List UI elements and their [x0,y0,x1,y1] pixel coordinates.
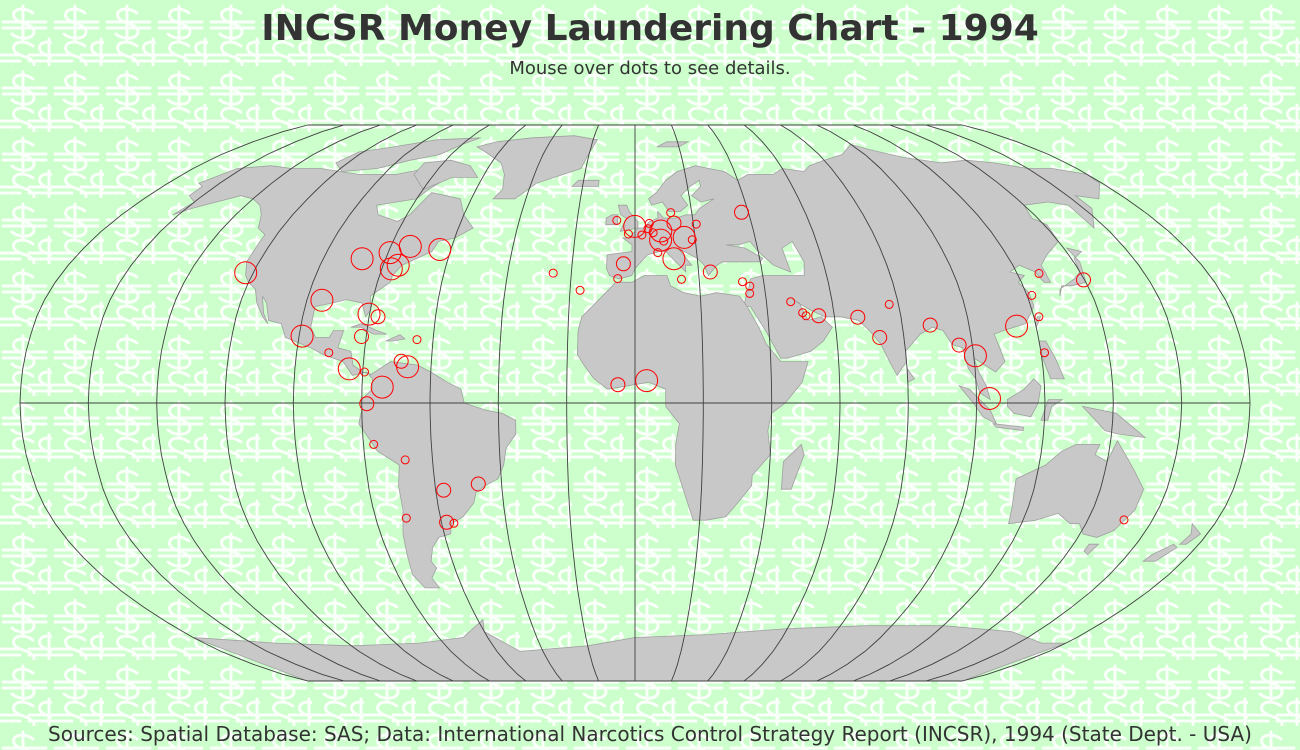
laundering-marker[interactable] [615,256,631,272]
laundering-marker[interactable] [360,367,369,377]
laundering-marker[interactable] [922,317,938,333]
laundering-marker[interactable] [872,330,888,345]
laundering-marker[interactable] [1034,268,1044,278]
laundering-marker[interactable] [738,277,747,287]
landmass-new-zealand-south [1141,543,1178,562]
laundering-marker[interactable] [850,309,866,325]
laundering-marker[interactable] [359,396,375,412]
laundering-marker[interactable] [1034,312,1044,322]
laundering-marker[interactable] [691,219,701,229]
page-title: INCSR Money Laundering Chart - 1994 [261,8,1039,49]
landmass-japan [1059,247,1087,297]
laundering-marker[interactable] [324,348,334,358]
laundering-marker[interactable] [436,482,452,498]
landmass-north-america [172,162,474,376]
laundering-marker[interactable] [745,281,755,291]
laundering-marker[interactable] [1005,314,1029,338]
laundering-marker[interactable] [310,288,334,312]
laundering-marker[interactable] [687,235,697,245]
laundering-marker[interactable] [648,228,658,238]
laundering-marker[interactable] [1040,348,1049,358]
laundering-marker[interactable] [337,357,361,381]
laundering-marker[interactable] [963,344,987,368]
landmass-australia [1008,440,1145,538]
laundering-marker[interactable] [428,238,452,261]
laundering-marker[interactable] [801,311,811,321]
laundering-marker[interactable] [401,513,411,523]
laundering-marker[interactable] [623,214,647,238]
landmass-tasmania [1083,543,1100,556]
laundering-marker[interactable] [398,234,422,258]
laundering-marker[interactable] [811,308,827,324]
laundering-marker[interactable] [798,308,808,318]
landmass-baffin [413,159,479,191]
laundering-marker[interactable] [470,476,486,492]
laundering-marker[interactable] [290,324,314,348]
laundering-marker[interactable] [613,274,623,284]
landmass-java [991,423,1024,432]
landmass-iceland [571,179,600,187]
marker-layer [234,204,1129,530]
laundering-marker[interactable] [637,230,647,240]
laundering-marker[interactable] [357,302,381,326]
page-subtitle: Mouse over dots to see details. [509,58,791,79]
laundering-marker[interactable] [635,369,659,393]
landmass-madagascar [780,443,805,490]
laundering-marker[interactable] [951,337,967,353]
laundering-marker[interactable] [649,228,673,252]
laundering-marker[interactable] [350,247,374,271]
landmass-hispaniola [385,334,406,342]
laundering-marker[interactable] [439,514,455,530]
laundering-marker[interactable] [666,215,682,231]
laundering-marker[interactable] [1027,290,1037,300]
laundering-marker[interactable] [702,264,718,280]
landmass-new-guinea [1081,405,1147,439]
laundering-marker[interactable] [449,518,459,528]
laundering-marker[interactable] [662,247,686,271]
landmass-scandinavia-islands [656,141,690,148]
laundering-marker[interactable] [354,329,369,344]
landmass-arctic-islands [335,137,481,172]
laundering-marker[interactable] [575,285,585,295]
landmass-cuba [350,323,387,335]
laundering-marker[interactable] [393,353,409,369]
landmass-sri-lanka [906,367,915,383]
laundering-marker[interactable] [745,288,755,298]
laundering-marker[interactable] [400,455,410,465]
graticule [19,124,1251,682]
landmass-south-america [358,361,517,589]
laundering-marker[interactable] [623,229,633,239]
laundering-marker[interactable] [370,309,386,325]
laundering-marker[interactable] [548,268,558,278]
source-note: Sources: Spatial Database: SAS; Data: In… [48,722,1252,746]
laundering-marker[interactable] [612,215,622,225]
laundering-marker[interactable] [610,377,626,393]
laundering-marker[interactable] [379,257,403,281]
landmass-borneo [1006,378,1042,418]
laundering-marker[interactable] [396,355,420,379]
laundering-marker[interactable] [734,204,749,220]
laundering-marker[interactable] [649,219,673,243]
laundering-marker[interactable] [786,297,796,307]
laundering-marker[interactable] [386,253,410,277]
laundering-marker[interactable] [677,274,686,284]
laundering-marker[interactable] [653,248,663,258]
landmass-eurasia [606,143,1101,401]
laundering-marker[interactable] [659,236,669,246]
laundering-marker[interactable] [978,387,1001,410]
laundering-marker[interactable] [412,335,422,345]
laundering-marker[interactable] [370,375,394,399]
landmass-sumatra [957,384,998,425]
laundering-marker[interactable] [1076,272,1091,288]
laundering-marker[interactable] [369,439,379,449]
laundering-marker[interactable] [1119,515,1129,525]
landmass-philippines [1038,340,1065,380]
laundering-marker[interactable] [234,261,258,285]
landmass-new-zealand-north [1178,522,1202,545]
laundering-marker[interactable] [884,299,894,309]
landmass-antarctica [192,618,1066,682]
continents [172,135,1202,682]
